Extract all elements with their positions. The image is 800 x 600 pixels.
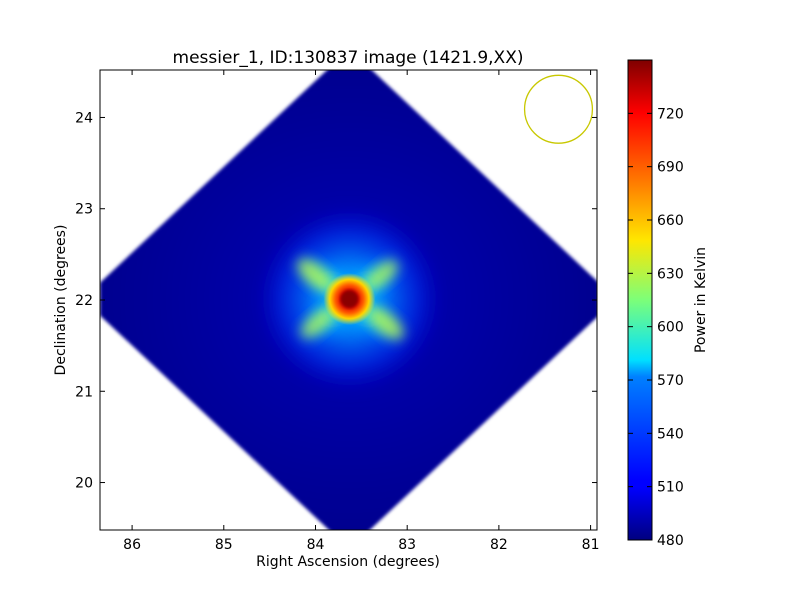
y-tick-label: 23 (75, 202, 93, 218)
x-tick-label: 82 (490, 537, 508, 553)
colorbar-tick-label: 570 (657, 373, 684, 389)
y-tick-label: 21 (75, 384, 93, 400)
chart-title: messier_1, ID:130837 image (1421.9,XX) (173, 48, 524, 68)
y-axis-label: Declination (degrees) (53, 225, 69, 376)
x-tick-label: 81 (582, 537, 600, 553)
colorbar-tick-label: 660 (657, 213, 684, 229)
colorbar-tick-label: 630 (657, 266, 684, 282)
x-tick-label: 86 (123, 537, 141, 553)
colorbar-tick-label: 480 (657, 533, 684, 549)
source-lobe-tip (297, 259, 334, 292)
colorbar-label: Power in Kelvin (693, 247, 709, 353)
source-lobe-tip (367, 307, 404, 340)
y-tick-label: 22 (75, 293, 93, 309)
colorbar: 480 510 540 570 600 630 660 690 720 Power in Kel… (627, 59, 709, 549)
colorbar-tick-label: 690 (657, 160, 684, 176)
colorbar-tick-label: 510 (657, 480, 684, 496)
heatmap-image (100, 70, 597, 530)
y-tick-label: 24 (75, 110, 93, 126)
x-tick-label: 85 (215, 537, 233, 553)
x-axis-label: Right Ascension (degrees) (256, 554, 440, 570)
colorbar-tick-label: 540 (657, 426, 684, 442)
colorbar-tick-label: 720 (657, 106, 684, 122)
source-emission (254, 204, 445, 395)
x-axis: 86 85 84 83 82 81 (123, 70, 599, 553)
y-axis: 20 21 22 23 24 (75, 110, 597, 492)
colorbar-gradient (627, 59, 653, 541)
beam-circle (523, 74, 594, 144)
y-tick-label: 20 (75, 476, 93, 492)
colorbar-ticks: 480 510 540 570 600 630 660 690 720 (628, 106, 684, 549)
source-peak (340, 290, 359, 309)
source-lobe-tip (301, 308, 334, 338)
x-tick-label: 83 (398, 537, 416, 553)
x-tick-label: 84 (307, 537, 325, 553)
colorbar-tick-label: 600 (657, 320, 684, 336)
source-lobe-tip (365, 260, 398, 290)
